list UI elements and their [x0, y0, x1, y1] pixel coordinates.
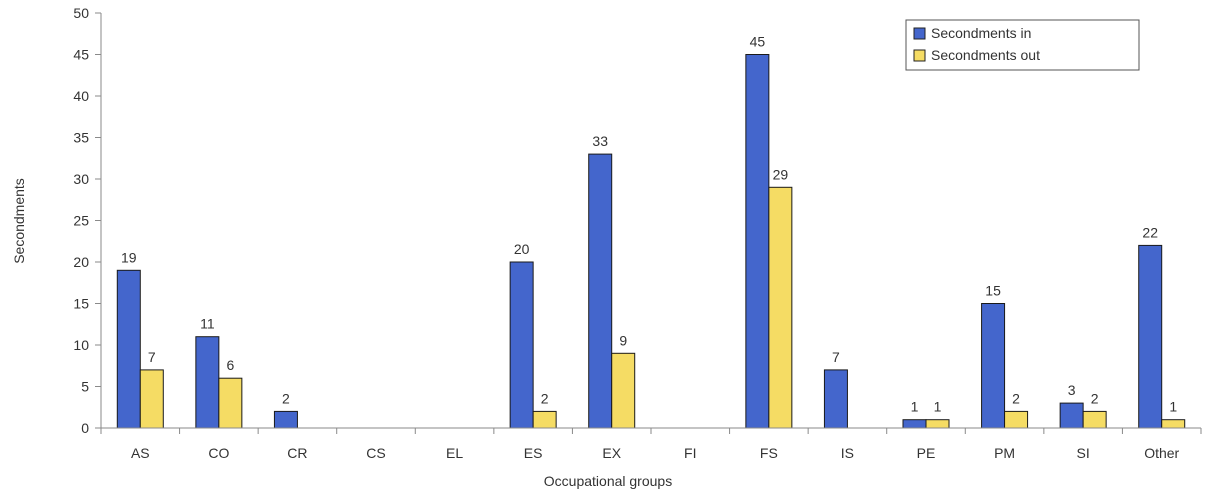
- data-label: 2: [1012, 390, 1020, 406]
- y-tick-label: 50: [73, 5, 89, 21]
- y-tick-label: 40: [73, 88, 89, 104]
- bar-secondments-in-si: [1059, 402, 1084, 429]
- bar-secondments-out-si: [1082, 410, 1107, 429]
- x-tick-label: CR: [287, 445, 307, 461]
- x-axis-ticks: AS CO CR CS EL ES EX FI FS IS PE PM SI Other: [100, 428, 1202, 461]
- x-tick-label: EX: [602, 445, 621, 461]
- x-tick-label: Other: [1144, 445, 1179, 461]
- data-label: 11: [200, 316, 215, 332]
- x-tick-label: CS: [366, 445, 385, 461]
- legend-label-secondments-out: Secondments out: [931, 47, 1040, 63]
- bar-secondments-out-pm: [1004, 410, 1029, 429]
- bar-secondments-in-as: [116, 269, 141, 429]
- x-tick-label: PM: [994, 445, 1015, 461]
- x-axis-title: Occupational groups: [544, 473, 672, 489]
- data-label: 1: [1169, 399, 1177, 415]
- legend-swatch-secondments-out: [913, 49, 926, 62]
- bar-secondments-in-ex: [588, 153, 613, 429]
- bar-secondments-in-cr: [273, 410, 298, 429]
- y-axis-title: Secondments: [11, 178, 27, 264]
- x-tick-label: EL: [446, 445, 463, 461]
- x-tick-label: ES: [524, 445, 543, 461]
- x-tick-label: FS: [760, 445, 778, 461]
- legend-swatch-secondments-in: [913, 27, 926, 40]
- data-label: 19: [121, 249, 137, 265]
- data-label: 3: [1068, 382, 1076, 398]
- data-label: 2: [1091, 390, 1099, 406]
- y-tick-label: 45: [73, 47, 89, 63]
- x-tick-label: FI: [684, 445, 696, 461]
- bar-secondments-in-is: [823, 369, 848, 429]
- bar-secondments-in-es: [509, 261, 534, 429]
- y-tick-label: 5: [81, 379, 89, 395]
- data-label: 2: [282, 390, 290, 406]
- bar-secondments-in-pm: [981, 303, 1006, 429]
- bar-secondments-out-ex: [611, 352, 636, 429]
- legend: Secondments in Secondments out: [905, 19, 1140, 71]
- data-label: 6: [226, 357, 234, 373]
- bar-secondments-out-as: [139, 369, 164, 429]
- bar-secondments-out-fs: [768, 186, 793, 429]
- data-label: 7: [148, 349, 156, 365]
- bar-secondments-out-pe: [925, 419, 950, 429]
- data-label: 9: [619, 332, 627, 348]
- data-label: 33: [592, 133, 608, 149]
- x-tick-label: AS: [131, 445, 150, 461]
- y-tick-label: 10: [73, 337, 89, 353]
- data-label: 22: [1142, 224, 1158, 240]
- data-label: 29: [773, 166, 789, 182]
- y-tick-label: 35: [73, 130, 89, 146]
- y-axis-ticks: 0 5 10 15 20 25 30 35 40 45 50: [73, 5, 101, 436]
- data-label: 1: [934, 399, 942, 415]
- data-label: 2: [541, 390, 549, 406]
- data-label: 20: [514, 241, 530, 257]
- data-label: 1: [911, 399, 919, 415]
- y-tick-label: 15: [73, 296, 89, 312]
- data-label: 15: [985, 283, 1001, 299]
- data-label: 7: [832, 349, 840, 365]
- y-tick-label: 25: [73, 213, 89, 229]
- x-tick-label: CO: [208, 445, 229, 461]
- bar-secondments-in-pe: [902, 419, 927, 429]
- bar-secondments-out-other: [1161, 419, 1186, 429]
- bar-secondments-out-es: [532, 410, 557, 429]
- bar-secondments-out-co: [218, 377, 243, 429]
- x-tick-label: IS: [841, 445, 854, 461]
- legend-box: [905, 19, 1140, 71]
- y-tick-label: 20: [73, 254, 89, 270]
- bar-secondments-in-other: [1138, 244, 1163, 429]
- y-tick-label: 30: [73, 171, 89, 187]
- x-tick-label: SI: [1077, 445, 1090, 461]
- x-tick-label: PE: [917, 445, 936, 461]
- legend-label-secondments-in: Secondments in: [931, 25, 1031, 41]
- bars: [116, 54, 1186, 429]
- bar-secondments-in-fs: [745, 54, 770, 429]
- data-label: 45: [750, 34, 766, 50]
- bar-secondments-in-co: [195, 336, 220, 429]
- y-tick-label: 0: [81, 420, 89, 436]
